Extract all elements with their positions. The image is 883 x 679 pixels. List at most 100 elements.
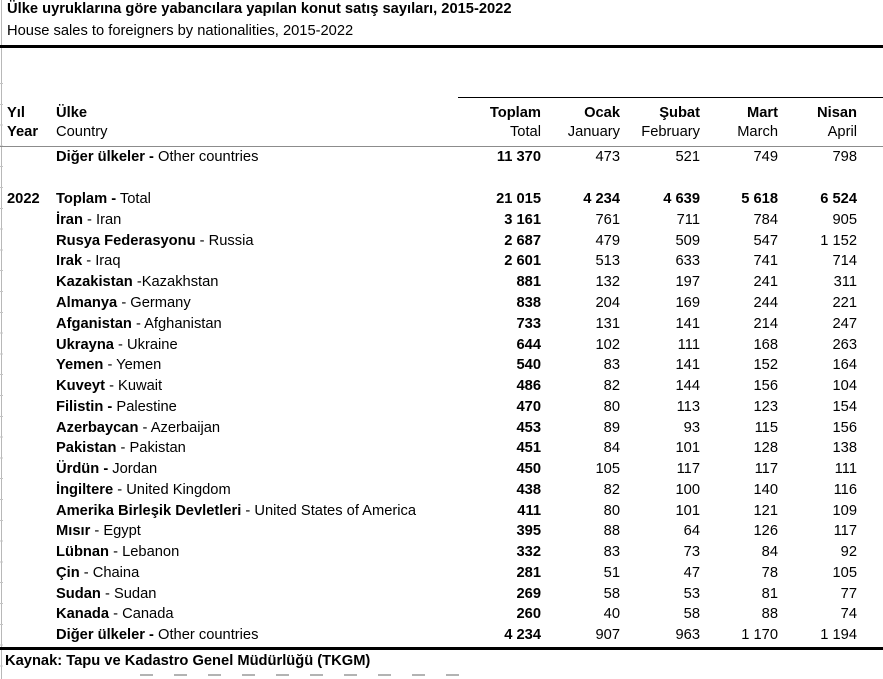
- table-row: Diğer ülkeler - Other countries 11 370 4…: [0, 147, 883, 168]
- march-cell: 5 618: [741, 191, 778, 208]
- february-cell: 197: [675, 274, 700, 291]
- table-row: Filistin - Palestine 470 80 113 123 154: [0, 397, 883, 418]
- february-cell: 711: [676, 211, 700, 228]
- total-cell: 470: [516, 398, 541, 415]
- march-cell: 168: [753, 336, 778, 353]
- total-cell: 269: [516, 585, 541, 602]
- table-row: Almanya - Germany 838 204 169 244 221: [0, 293, 883, 314]
- country-name-english: Total: [116, 191, 151, 208]
- country-name-turkish: Ürdün -: [56, 461, 109, 478]
- country-name-turkish: Toplam -: [56, 191, 117, 208]
- country-name-english: - Yemen: [103, 357, 162, 374]
- table-title-turkish: Ülke uyruklarına göre yabancılara yapıla…: [7, 1, 512, 17]
- country-name-english: - Russia: [195, 232, 254, 249]
- april-cell: 77: [840, 585, 857, 602]
- col-header-march: March: [737, 124, 778, 140]
- january-cell: 513: [595, 253, 620, 270]
- country-name-english: - Iraq: [82, 253, 121, 270]
- country-name-turkish: Irak: [56, 253, 83, 270]
- february-cell: 963: [675, 627, 700, 644]
- march-cell: 128: [753, 440, 778, 457]
- country-name-english: - Azerbaijan: [138, 419, 221, 436]
- table-row: Kuveyt - Kuwait 486 82 144 156 104: [0, 376, 883, 397]
- total-cell: 411: [517, 502, 541, 519]
- february-cell: 101: [675, 502, 700, 519]
- february-cell: 93: [683, 419, 700, 436]
- col-header-subat: Şubat: [659, 105, 700, 121]
- april-cell: 117: [833, 523, 857, 540]
- country-cell: Yemen - Yemen: [56, 355, 421, 376]
- country-name-english: Other countries: [153, 149, 259, 165]
- col-header-february: February: [641, 124, 700, 140]
- january-cell: 105: [595, 461, 620, 478]
- april-cell: 247: [832, 315, 857, 332]
- january-cell: 131: [595, 315, 620, 332]
- table-row: Kazakistan -Kazakhstan 881 132 197 241 3…: [0, 272, 883, 293]
- total-cell: 2 601: [504, 253, 541, 270]
- march-cell: 126: [753, 523, 778, 540]
- april-cell: 6 524: [820, 191, 857, 208]
- february-cell: 58: [683, 606, 700, 623]
- title-divider-rule: [0, 45, 883, 48]
- january-cell: 479: [595, 232, 620, 249]
- column-headers-english: Year Country Total January February Marc…: [0, 122, 883, 142]
- country-cell: Sudan - Sudan: [56, 584, 421, 605]
- march-cell: 214: [753, 315, 778, 332]
- table-row: Diğer ülkeler - Other countries 4 234 90…: [0, 625, 883, 646]
- total-cell: 451: [516, 440, 541, 457]
- april-cell: 138: [832, 440, 857, 457]
- april-cell: 156: [832, 419, 857, 436]
- total-cell: 838: [516, 294, 541, 311]
- march-cell: 88: [761, 606, 778, 623]
- total-cell: 881: [516, 274, 541, 291]
- col-header-yil: Yıl: [7, 105, 25, 121]
- country-name-english: -Kazakhstan: [132, 274, 219, 291]
- table-row: Afganistan - Afghanistan 733 131 141 214…: [0, 314, 883, 335]
- country-name-turkish: Afganistan: [56, 315, 132, 332]
- country-cell: Almanya - Germany: [56, 293, 421, 314]
- january-cell: 83: [603, 544, 620, 561]
- country-name-turkish: Lübnan: [56, 544, 110, 561]
- march-cell: 81: [761, 585, 778, 602]
- table-body: Diğer ülkeler - Other countries 11 370 4…: [0, 147, 883, 646]
- january-cell: 89: [603, 419, 620, 436]
- total-cell: 395: [516, 523, 541, 540]
- february-cell: 4 639: [663, 191, 700, 208]
- country-cell: Ukrayna - Ukraine: [56, 335, 421, 356]
- february-cell: 73: [683, 544, 700, 561]
- col-header-january: January: [567, 124, 620, 140]
- column-headers-turkish: Yıl Ülke Toplam Ocak Şubat Mart Nisan: [0, 103, 883, 123]
- march-cell: 156: [753, 378, 778, 395]
- col-header-total: Total: [509, 124, 541, 140]
- col-header-april: April: [827, 124, 857, 140]
- country-cell: Ürdün - Jordan: [56, 459, 421, 480]
- country-cell: Toplam - Total: [56, 189, 421, 210]
- country-cell: Pakistan - Pakistan: [56, 438, 421, 459]
- col-header-country: Country: [56, 124, 108, 140]
- total-cell: 540: [516, 357, 541, 374]
- total-cell: 2 687: [504, 232, 541, 249]
- total-cell: 486: [516, 378, 541, 395]
- country-name-turkish: Azerbaycan: [56, 419, 139, 436]
- country-name-english: - Iran: [82, 211, 122, 228]
- february-cell: 100: [675, 481, 700, 498]
- april-cell: 905: [832, 211, 857, 228]
- country-name-turkish: Diğer ülkeler -: [56, 627, 154, 644]
- country-name-english: Other countries: [153, 627, 259, 644]
- january-cell: 84: [603, 440, 620, 457]
- country-name-turkish: Mısır: [56, 523, 91, 540]
- country-name-turkish: Kanada: [56, 606, 110, 623]
- march-cell: 78: [761, 564, 778, 581]
- country-name-turkish: Çin: [56, 564, 80, 581]
- country-name-english: - Chaina: [79, 564, 140, 581]
- total-cell: 3 161: [504, 211, 541, 228]
- february-cell: 113: [676, 398, 700, 415]
- april-cell: 104: [832, 378, 857, 395]
- country-name-english: - United Kingdom: [113, 481, 231, 498]
- january-cell: 58: [603, 585, 620, 602]
- april-cell: 111: [834, 461, 857, 478]
- table-row: Pakistan - Pakistan 451 84 101 128 138: [0, 438, 883, 459]
- total-cell: 281: [516, 564, 541, 581]
- january-cell: 907: [595, 627, 620, 644]
